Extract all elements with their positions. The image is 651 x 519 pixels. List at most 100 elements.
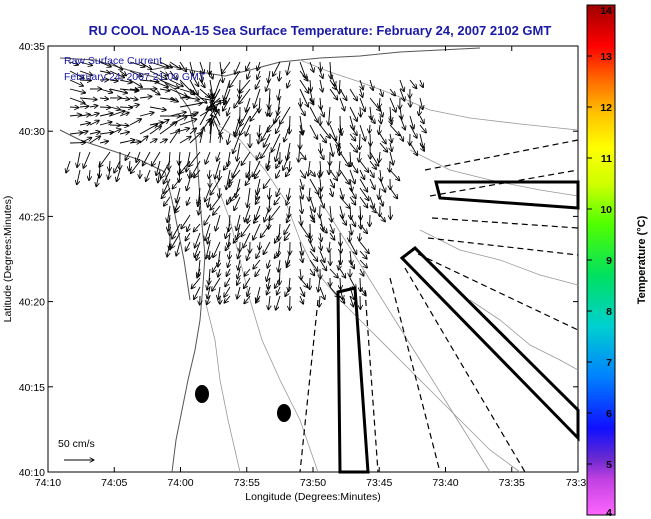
current-vector-arrow [169,79,183,87]
current-vector-arrow [330,61,331,79]
current-vector-arrow [99,71,110,73]
current-vector-arrow [189,112,198,116]
current-vector-arrow [419,133,423,148]
current-vector-arrow [359,178,368,192]
current-vector-arrow [79,114,90,116]
current-vector-arrow [206,241,211,259]
colorbar-tick-label: 5 [606,459,612,471]
current-vector-arrow [319,295,320,307]
current-vector-arrow [219,115,231,135]
current-vector-arrow [237,277,240,285]
x-tick-label: 73:45 [366,477,392,489]
current-vector-arrow [247,250,250,261]
current-vector-arrow [420,79,423,88]
current-vector-arrow [99,141,109,143]
current-vector-arrow [379,187,380,199]
current-vector-arrow [69,97,85,103]
current-vector-arrow [185,232,191,241]
current-vector-arrow [349,295,354,307]
current-vector-arrow [220,135,221,144]
current-vector-arrow [299,106,305,116]
y-tick-label: 40:20 [19,297,45,309]
current-vector-arrow [329,160,330,175]
y-tick-label: 40:30 [19,126,45,138]
radar-site-marker [277,404,291,422]
current-vector-arrow [359,97,365,112]
current-vector-arrow [219,187,220,198]
current-vector-arrow [274,106,281,124]
current-vector-arrow [89,169,90,181]
current-vector-arrow [163,169,171,184]
current-vector-arrow [209,169,210,179]
current-vector-arrow [142,151,151,166]
current-vector-arrow [229,250,230,259]
current-vector-arrow [266,160,270,168]
current-vector-arrow [359,241,369,254]
current-vector-arrow [109,80,118,81]
current-vector-arrow [349,169,355,184]
current-vector-arrow [171,232,181,249]
current-vector-arrow [239,79,251,93]
current-vector-arrow [400,133,403,141]
current-vector-arrow [217,151,220,161]
current-vector-arrow [200,70,202,82]
current-vector-arrow [89,132,100,134]
current-vector-arrow [266,79,271,91]
current-vector-arrow [399,79,404,92]
current-vector-arrow [278,88,280,100]
current-vector-arrow [287,79,290,88]
current-vector-arrow [287,61,290,75]
current-vector-arrow [207,277,210,290]
current-vector-arrow [114,160,121,173]
current-vector-arrow [109,88,128,93]
current-vector-arrow [227,196,230,205]
current-vector-arrow [129,98,138,100]
current-vector-arrow [207,286,210,299]
current-vector-arrow [264,205,271,222]
current-vector-arrow [349,259,354,269]
contour-line [299,59,579,131]
y-tick-label: 40:35 [19,41,45,53]
current-vector-arrow [139,112,154,117]
current-vector-arrow [260,223,271,238]
radar-wedges [336,180,580,474]
current-vector-arrow [213,205,221,215]
current-vector-arrow [244,268,251,276]
current-vector-arrow [167,241,171,257]
current-vector-arrow [79,106,89,107]
current-vector-arrow [69,62,79,65]
current-vector-arrow [349,142,358,152]
current-vector-arrow [204,214,211,225]
current-vector-arrow [257,178,261,195]
contour-line [319,199,491,473]
current-vector-arrow [189,70,199,87]
radar-wedge [399,246,580,442]
current-vector-arrow [419,142,424,151]
current-vector-arrow [199,127,204,144]
current-vector-arrow [329,241,330,252]
current-vector-arrow [276,187,281,197]
current-vector-arrow [219,169,220,180]
current-vector-arrow [109,111,125,117]
current-vector-arrow [287,142,291,161]
current-vector-arrow [247,70,250,79]
current-vector-arrow [237,286,240,299]
current-vector-arrow [349,286,354,300]
current-vector-arrow [139,80,159,82]
current-vector-arrow [263,178,271,189]
current-vector-arrow [209,250,210,260]
current-vector-arrow [180,160,191,174]
x-axis: 74:10 74:05 74:00 73:55 73:50 73:45 73:40 73:35… [35,46,586,489]
current-vector-arrow [79,80,92,81]
current-vector-arrow [238,250,241,259]
current-vector-arrow [253,223,261,240]
current-vector-arrow [399,115,405,130]
current-vector-arrow [359,151,360,162]
current-vector-arrow [139,61,152,69]
current-vector-arrow [349,133,356,141]
current-vector-arrow [99,98,109,99]
current-vector-arrow [89,113,99,116]
colorbar-label: Temperature (°C) [636,215,648,304]
current-vector-arrow [349,106,357,122]
current-vector-arrow [399,88,405,101]
